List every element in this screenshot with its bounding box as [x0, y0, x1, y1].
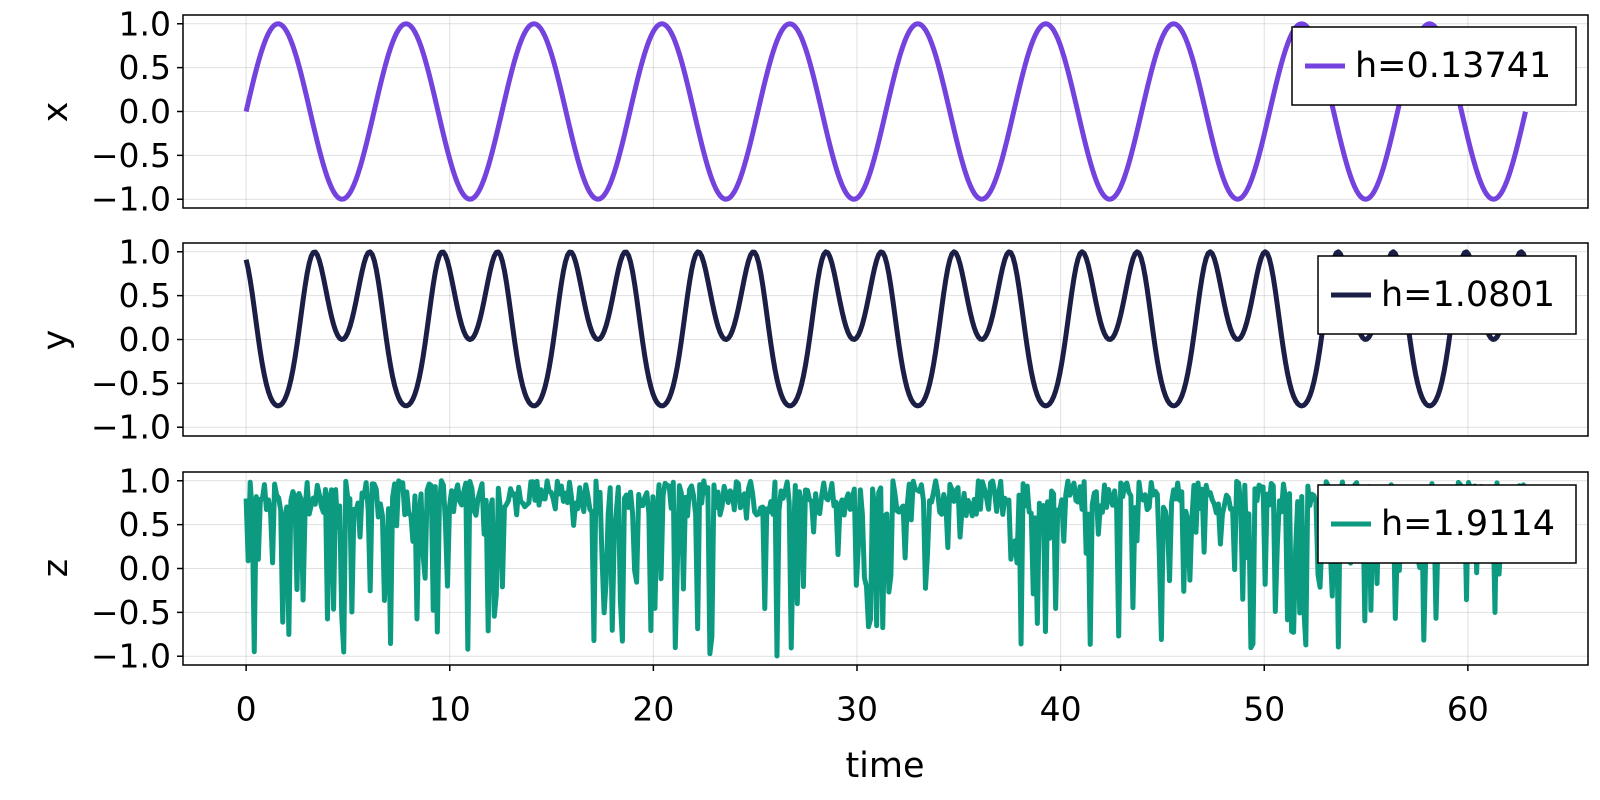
legend-label-z: h=1.9114	[1381, 504, 1555, 544]
y-tick-label: −0.5	[91, 136, 171, 175]
y-tick-label: 1.0	[119, 461, 171, 500]
y-tick-label: −1.0	[91, 637, 171, 676]
legend-y: h=1.0801	[1317, 255, 1577, 335]
legend-label-x: h=0.13741	[1355, 46, 1551, 86]
xlabel: time	[845, 746, 924, 786]
y-tick-label: 0.0	[119, 320, 171, 359]
x-tick-label: 30	[836, 690, 878, 729]
x-tick-label: 40	[1040, 690, 1082, 729]
x-tick-label: 10	[429, 690, 471, 729]
legend-x: h=0.13741	[1291, 26, 1577, 106]
y-tick-label: 1.0	[119, 232, 171, 271]
y-tick-label: −0.5	[91, 593, 171, 632]
y-tick-label: 0.0	[119, 92, 171, 131]
y-ticks-x: 1.0 0.5 0.0 −0.5 −1.0	[91, 4, 183, 219]
ylabel-z: z	[36, 559, 76, 577]
y-tick-label: −1.0	[91, 408, 171, 447]
y-tick-label: 0.0	[119, 549, 171, 588]
y-ticks-z: 1.0 0.5 0.0 −0.5 −1.0	[91, 461, 183, 676]
y-tick-label: 0.5	[119, 276, 171, 315]
legend-label-y: h=1.0801	[1381, 275, 1555, 315]
x-tick-label: 60	[1447, 690, 1489, 729]
x-tick-label: 0	[236, 690, 257, 729]
series-line-y	[243, 249, 1528, 409]
x-tick-label: 20	[632, 690, 674, 729]
x-tick-label: 50	[1243, 690, 1285, 729]
y-tick-label: 1.0	[119, 4, 171, 43]
y-tick-label: −1.0	[91, 180, 171, 219]
legend-z: h=1.9114	[1317, 484, 1577, 564]
panel-z: 1.0 0.5 0.0 −0.5 −1.0 z h=1.9114	[36, 461, 1589, 676]
ylabel-y: y	[36, 330, 76, 351]
y-tick-label: −0.5	[91, 364, 171, 403]
ylabel-x: x	[36, 102, 76, 123]
y-tick-label: 0.5	[119, 505, 171, 544]
y-ticks-y: 1.0 0.5 0.0 −0.5 −1.0	[91, 232, 183, 447]
y-tick-label: 0.5	[119, 48, 171, 87]
panel-y: 1.0 0.5 0.0 −0.5 −1.0 y h=1.0801	[36, 232, 1589, 447]
x-axis: 0 10 20 30 40 50 60	[236, 665, 1489, 729]
panel-x: 1.0 0.5 0.0 −0.5 −1.0 x h=0.13741	[36, 4, 1589, 219]
series-line-z	[243, 478, 1528, 659]
